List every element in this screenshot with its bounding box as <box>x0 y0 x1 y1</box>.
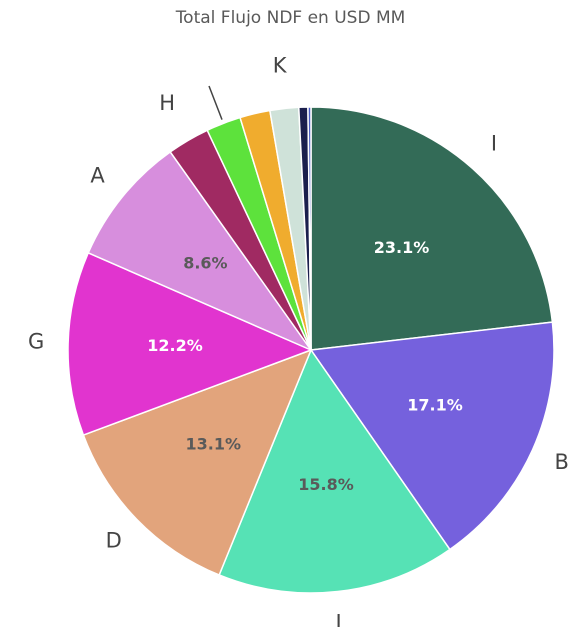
pie-slice <box>87 150 314 352</box>
pie-slice <box>82 348 313 576</box>
pie-slice <box>218 348 451 594</box>
pie-slice <box>310 106 554 351</box>
category-labels: I B L D G A H K <box>28 54 569 627</box>
slice-percent-label: 23.1% <box>374 238 430 257</box>
leader-line <box>208 85 223 120</box>
slice-percent-label: 8.6% <box>183 254 227 273</box>
slice-category-label: L <box>335 610 347 627</box>
slice-category-label: A <box>90 164 105 188</box>
slice-percent-label: 13.1% <box>186 434 242 453</box>
pie-slice <box>67 251 313 437</box>
pie-slice <box>307 106 312 351</box>
percent-labels: 23.1% 17.1% 15.8% 13.1% 12.2% 8.6% <box>147 238 463 494</box>
leader-lines <box>208 85 223 120</box>
chart-title: Total Flujo NDF en USD MM <box>175 8 406 28</box>
slice-category-label: G <box>28 330 44 354</box>
pie-slice <box>309 321 555 551</box>
slice-percent-label: 15.8% <box>298 475 354 494</box>
slice-category-label: H <box>159 91 175 115</box>
slice-category-label: I <box>491 132 497 156</box>
slice-category-label: D <box>106 529 122 553</box>
slice-category-label: K <box>273 54 288 78</box>
pie-slices <box>67 106 555 594</box>
slice-percent-label: 12.2% <box>147 336 203 355</box>
slice-percent-label: 17.1% <box>407 396 463 415</box>
slice-category-label: B <box>554 450 568 474</box>
